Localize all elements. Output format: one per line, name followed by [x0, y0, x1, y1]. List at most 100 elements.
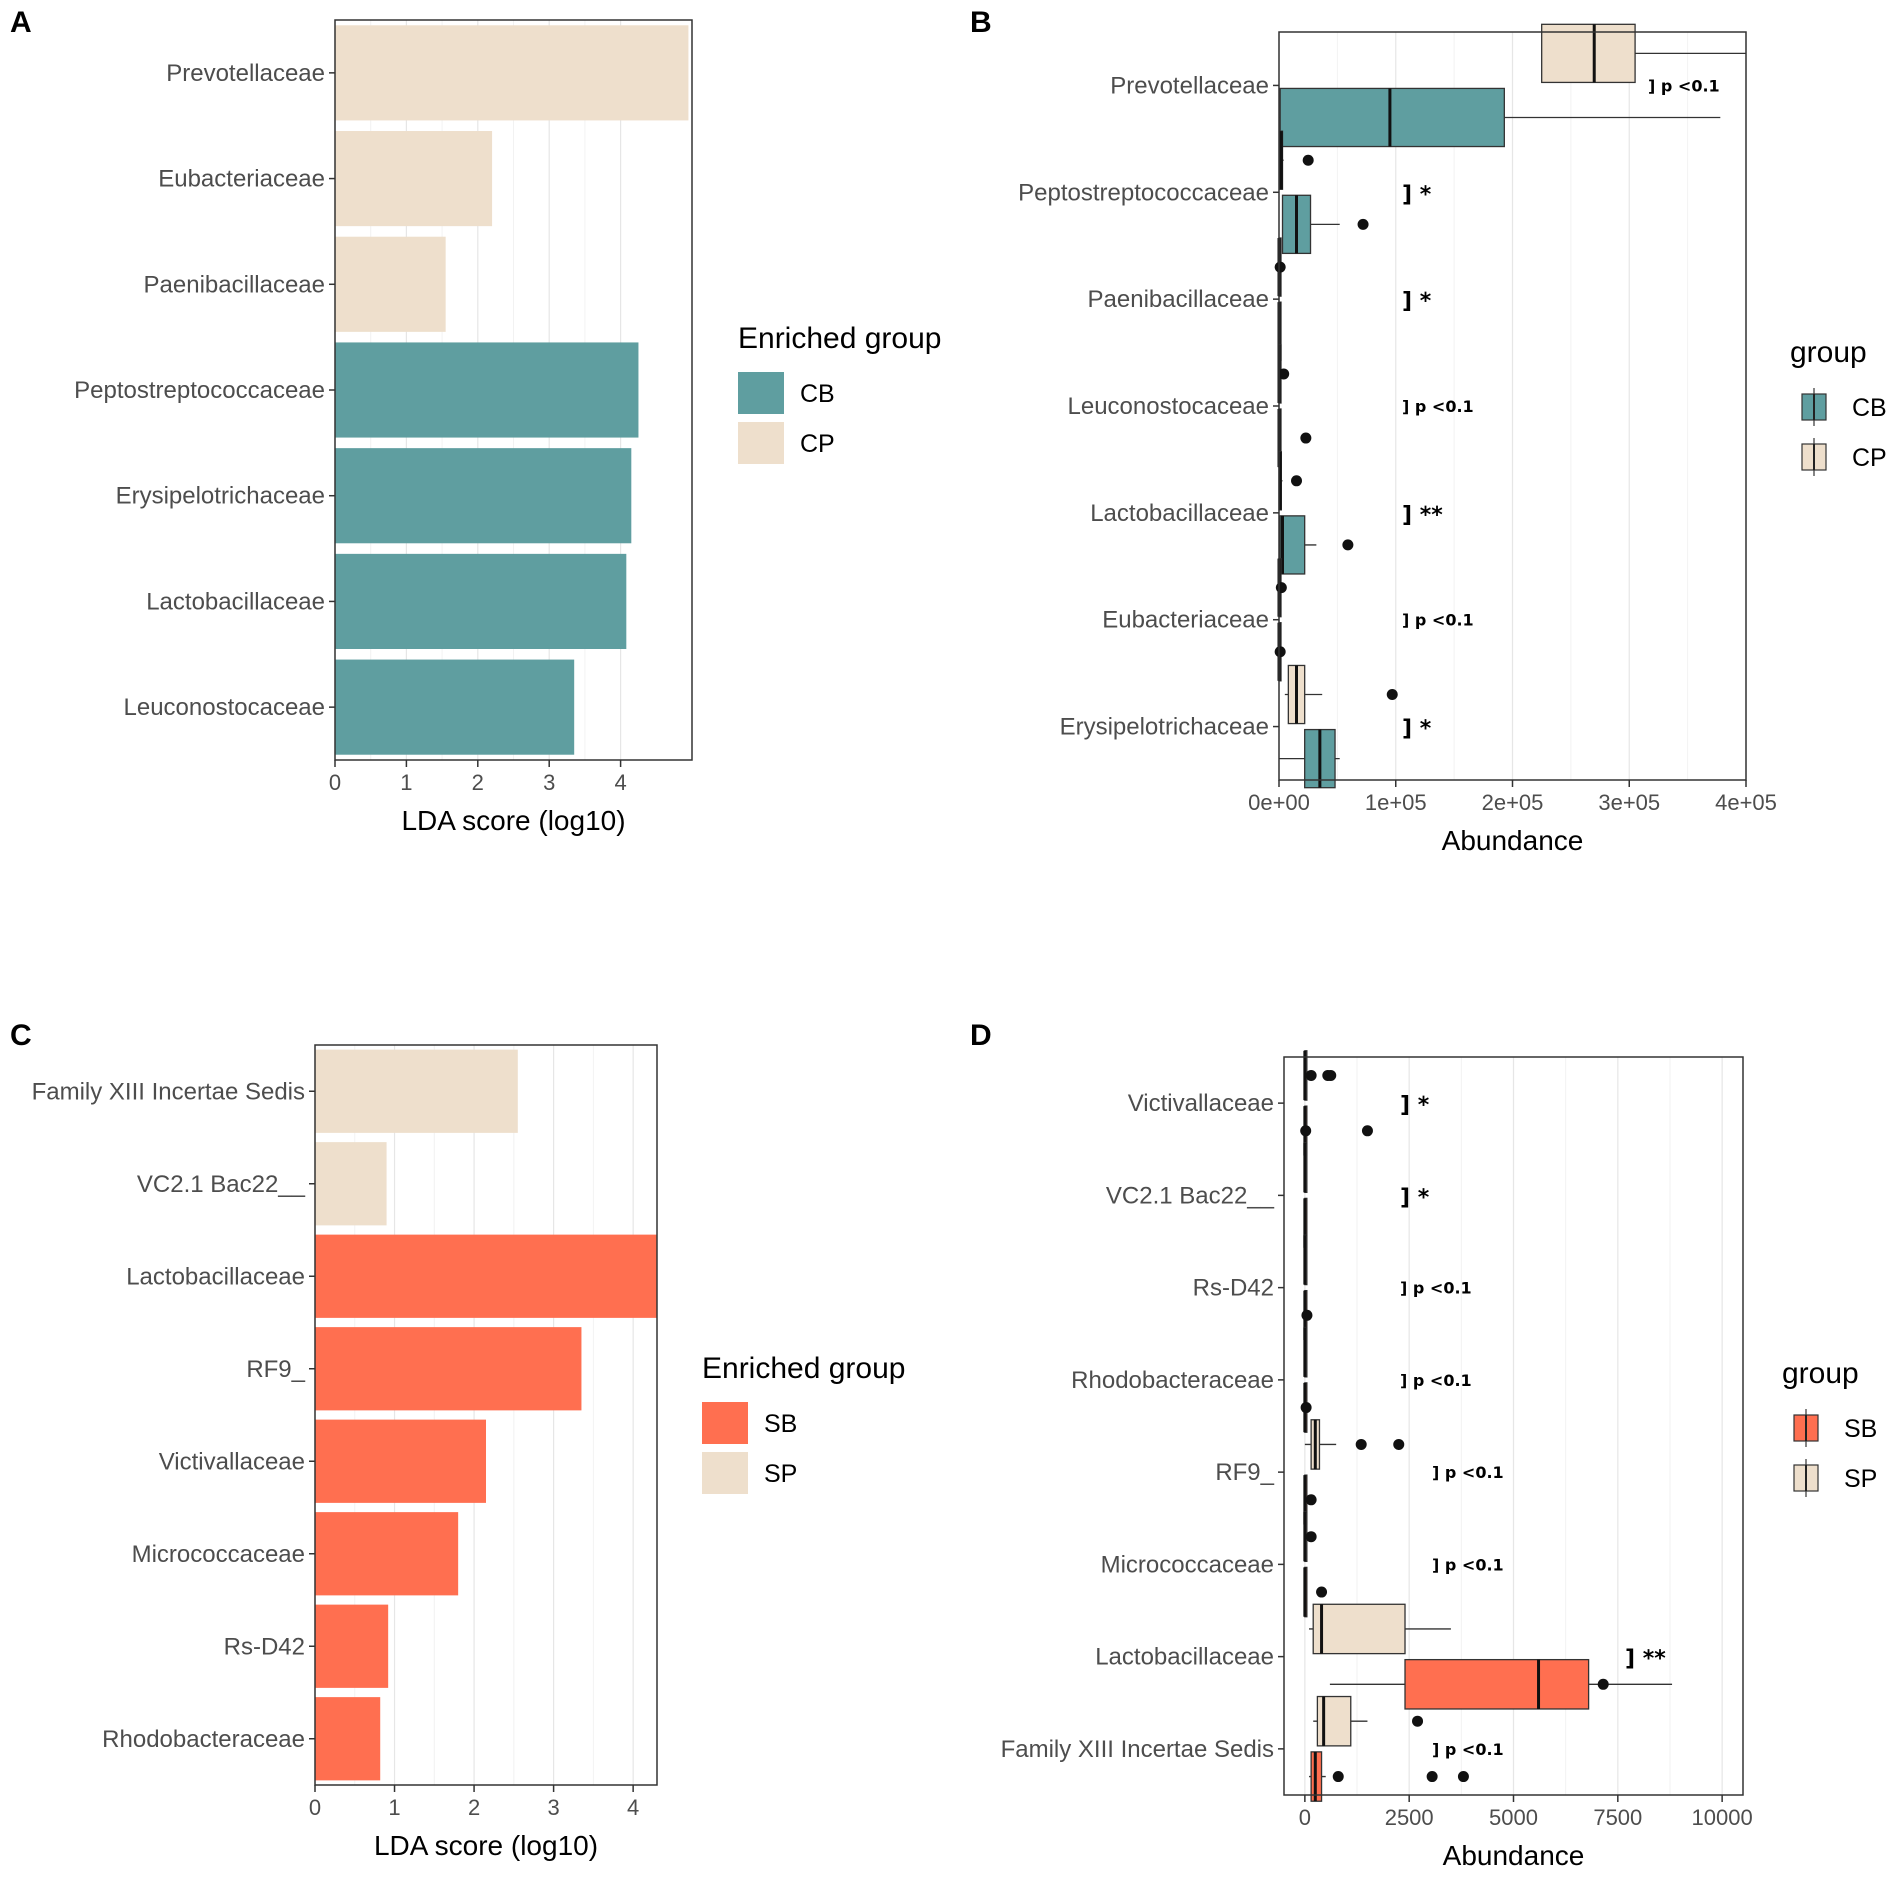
bar-rf9: [315, 1327, 582, 1411]
outlier-family-xiii-incertae-sedis-sb: [1457, 1771, 1469, 1783]
legend-label-sp: SP: [1844, 1465, 1877, 1493]
outlier-victivallaceae-sp: [1305, 1069, 1317, 1081]
y-tick-label-leuconostocaceae: Leuconostocaceae: [124, 694, 326, 721]
x-tick-label: 3e+05: [1598, 790, 1660, 815]
significance-prevotellaceae: ] p <0.1: [1648, 76, 1720, 95]
box-prevotellaceae-cp: [1541, 23, 1636, 84]
significance-victivallaceae: ] *: [1400, 1093, 1430, 1118]
panel-a-lda-bar-chart: Prevotellaceae Eubacteriaceae Paenibacilla…: [74, 19, 941, 836]
outlier-eubacteriaceae-cb: [1274, 646, 1286, 658]
significance-leuconostocaceae: ] p <0.1: [1402, 397, 1474, 416]
outlier-victivallaceae-sb: [1300, 1125, 1312, 1137]
outlier-victivallaceae-sb: [1361, 1125, 1373, 1137]
x-axis-title: LDA score (log10): [401, 805, 625, 836]
outlier-family-xiii-incertae-sedis-sb: [1426, 1771, 1438, 1783]
y-tick-label-micrococcaceae: Micrococcaceae: [1101, 1551, 1274, 1578]
y-tick-label-rf9: RF9_: [246, 1356, 305, 1383]
legend-label-cb: CB: [800, 380, 835, 408]
legend-key-cp: [738, 422, 784, 464]
x-axis-title: Abundance: [1442, 825, 1584, 856]
significance-micrococcaceae: ] p <0.1: [1432, 1555, 1504, 1574]
y-tick-label-lactobacillaceae: Lactobacillaceae: [126, 1263, 305, 1290]
y-tick-label-victivallaceae: Victivallaceae: [159, 1448, 305, 1475]
x-tick-label: 5000: [1489, 1805, 1538, 1830]
panel-letter-b: B: [970, 6, 992, 39]
y-tick-label-prevotellaceae: Prevotellaceae: [1110, 72, 1269, 99]
legend-label-cp: CP: [800, 430, 835, 458]
bar-micrococcaceae: [315, 1512, 459, 1596]
legend-key-sp: [702, 1452, 748, 1494]
y-tick-label-rf9: RF9_: [1215, 1459, 1274, 1486]
x-tick-label: 1: [400, 770, 412, 795]
significance-family-xiii-incertae-sedis: ] p <0.1: [1432, 1740, 1504, 1759]
y-tick-label-family-xiii-incertae-sedis: Family XIII Incertae Sedis: [32, 1078, 305, 1105]
legend-label-sp: SP: [764, 1460, 797, 1488]
panel-c-lda-bar-chart: Family XIII Incertae Sedis VC2.1 Bac22__ L…: [32, 1044, 905, 1861]
x-tick-label: 2e+05: [1482, 790, 1544, 815]
x-tick-label: 3: [547, 1795, 559, 1820]
y-tick-label-lactobacillaceae: Lactobacillaceae: [146, 588, 325, 615]
legend-title: Enriched group: [702, 1352, 905, 1385]
y-tick-label-rs-d42: Rs-D42: [224, 1633, 305, 1660]
outlier-family-xiii-incertae-sedis-sb: [1332, 1771, 1344, 1783]
x-axis-title: LDA score (log10): [374, 1830, 598, 1861]
x-tick-label: 0: [329, 770, 341, 795]
y-tick-label-paenibacillaceae: Paenibacillaceae: [1088, 286, 1269, 313]
y-tick-label-lactobacillaceae: Lactobacillaceae: [1090, 500, 1269, 527]
x-tick-label: 1e+05: [1365, 790, 1427, 815]
y-tick-label-paenibacillaceae: Paenibacillaceae: [144, 271, 325, 298]
outlier-rs-d42-sb: [1301, 1309, 1313, 1321]
outlier-leuconostocaceae-cb: [1300, 432, 1312, 444]
significance-paenibacillaceae: ] *: [1402, 289, 1432, 314]
bar-victivallaceae: [315, 1419, 486, 1503]
outlier-erysipelotrichaceae-cp: [1386, 689, 1398, 701]
legend-title: group: [1782, 1357, 1859, 1390]
significance-lactobacillaceae: ] **: [1625, 1647, 1666, 1672]
outlier-rf9-sp: [1393, 1438, 1405, 1450]
box-lactobacillaceae-cb: [1279, 515, 1306, 575]
legend-title: group: [1790, 336, 1867, 369]
outlier-peptostreptococcaceae-cb: [1357, 218, 1369, 230]
bar-erysipelotrichaceae: [335, 448, 632, 544]
x-tick-label: 4: [627, 1795, 639, 1820]
panel-letter-c: C: [10, 1019, 32, 1052]
legend-label-sb: SB: [764, 1410, 797, 1438]
outlier-micrococcaceae-sp: [1305, 1531, 1317, 1543]
significance-peptostreptococcaceae: ] *: [1402, 182, 1432, 207]
y-tick-label-rs-d42: Rs-D42: [1193, 1275, 1274, 1302]
bar-lactobacillaceae: [315, 1234, 657, 1318]
bar-leuconostocaceae: [335, 659, 575, 755]
significance-rhodobacteraceae: ] p <0.1: [1400, 1371, 1472, 1390]
y-tick-label-lactobacillaceae: Lactobacillaceae: [1095, 1644, 1274, 1671]
x-tick-label: 2500: [1385, 1805, 1434, 1830]
panel-b-abundance-boxplot: ] p <0.1] *] *] p <0.1] **] p <0.1] * Pre…: [1018, 23, 1887, 856]
y-tick-label-eubacteriaceae: Eubacteriaceae: [158, 166, 325, 193]
bar-peptostreptococcaceae: [335, 342, 639, 438]
x-tick-label: 1: [388, 1795, 400, 1820]
panel-letter-d: D: [970, 1019, 992, 1052]
legend-key-sb: [702, 1402, 748, 1444]
outlier-peptostreptococcaceae-cp: [1302, 154, 1314, 166]
box-lactobacillaceae-sb: [1404, 1658, 1590, 1710]
x-tick-label: 0: [309, 1795, 321, 1820]
outlier-leuconostocaceae-cp: [1278, 368, 1290, 380]
outlier-lactobacillaceae-sb: [1597, 1678, 1609, 1690]
y-tick-label-victivallaceae: Victivallaceae: [1128, 1090, 1274, 1117]
x-tick-label: 2: [472, 770, 484, 795]
x-tick-label: 7500: [1593, 1805, 1642, 1830]
y-tick-label-vc2-1-bac22: VC2.1 Bac22__: [1106, 1182, 1275, 1209]
bar-eubacteriaceae: [335, 131, 493, 227]
y-tick-label-erysipelotrichaceae: Erysipelotrichaceae: [1060, 714, 1269, 741]
y-tick-label-erysipelotrichaceae: Erysipelotrichaceae: [116, 483, 325, 510]
y-tick-label-micrococcaceae: Micrococcaceae: [132, 1541, 305, 1568]
legend-label-sb: SB: [1844, 1415, 1877, 1443]
box-lactobacillaceae-sp: [1312, 1603, 1406, 1655]
x-tick-label: 3: [543, 770, 555, 795]
legend-label-cp: CP: [1852, 444, 1887, 472]
box-prevotellaceae-cb: [1279, 87, 1505, 148]
y-tick-label-vc2-1-bac22: VC2.1 Bac22__: [137, 1171, 306, 1198]
outlier-lactobacillaceae-cb: [1342, 539, 1354, 551]
panel-d-abundance-boxplot: ] *] *] p <0.1] p <0.1] p <0.1] p <0.1] …: [1001, 1050, 1877, 1871]
legend-key-cb: [738, 372, 784, 414]
significance-erysipelotrichaceae: ] *: [1402, 717, 1432, 742]
